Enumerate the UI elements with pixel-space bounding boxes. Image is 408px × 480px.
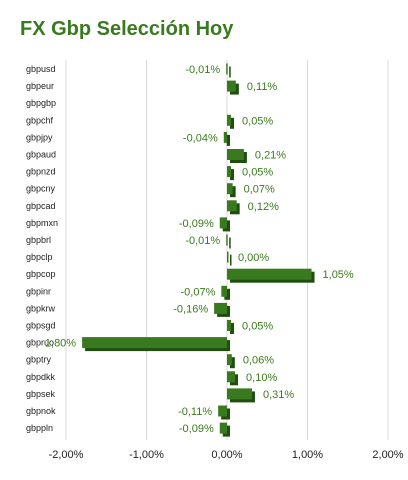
bar-shadow: [229, 237, 231, 249]
bar: [227, 80, 236, 92]
bar: [219, 422, 227, 434]
category-label: gbpusd: [26, 64, 56, 74]
value-label: 0,00%: [238, 252, 269, 264]
bar: [227, 268, 312, 280]
bar-shadow: [230, 169, 235, 181]
category-label: gbpeur: [26, 81, 54, 91]
bar: [227, 251, 229, 263]
value-label: -0,11%: [178, 406, 212, 418]
value-label: -0,09%: [179, 218, 214, 230]
bar: [223, 131, 227, 143]
value-label: -0,09%: [179, 423, 214, 435]
bar: [227, 371, 236, 383]
value-label: 0,11%: [247, 81, 278, 93]
value-label: 0,05%: [242, 167, 273, 179]
category-label: gbppln: [26, 423, 53, 433]
category-label: gbpnok: [26, 406, 56, 416]
x-tick-label: -1,00%: [129, 449, 164, 461]
value-label: -0,01%: [185, 64, 220, 76]
bar-shadow: [230, 357, 235, 369]
bar-shadow: [230, 323, 235, 334]
bar-shadow: [230, 186, 236, 198]
bar: [227, 183, 233, 195]
bar: [227, 200, 237, 212]
category-label: gbpinr: [26, 286, 51, 296]
bar: [219, 217, 227, 229]
bar-shadow: [226, 134, 230, 146]
category-label: gbpjpy: [26, 132, 53, 142]
x-tick-label: 1,00%: [292, 449, 323, 461]
bar: [226, 234, 228, 246]
bar: [218, 405, 227, 417]
value-label: 0,05%: [242, 115, 273, 127]
category-label: gbpruo: [26, 338, 54, 348]
value-label: -0,01%: [185, 235, 220, 247]
category-label: gbpdkk: [26, 372, 56, 382]
category-label: gbpcad: [26, 201, 56, 211]
bar: [227, 354, 232, 366]
value-label: 1,05%: [323, 269, 354, 281]
value-label: -0,07%: [181, 286, 216, 298]
value-label: -0,16%: [173, 303, 208, 315]
value-label: 0,21%: [255, 150, 286, 162]
category-label: gbpaud: [26, 150, 56, 160]
bar: [226, 63, 228, 75]
category-label: gbptry: [26, 355, 52, 365]
value-label: 0,06%: [243, 355, 274, 367]
value-label: 1,80%: [45, 338, 76, 350]
chart-title: FX Gbp Selección Hoy: [20, 18, 234, 40]
bar-shadow: [229, 66, 231, 78]
category-label: gbpcny: [26, 184, 56, 194]
bar: [227, 166, 232, 178]
value-label: 0,31%: [263, 389, 294, 401]
category-label: gbpgbp: [26, 98, 56, 108]
category-label: gbpclp: [26, 252, 53, 262]
x-tick-label: -2,00%: [49, 449, 84, 461]
value-label: 0,10%: [246, 372, 277, 384]
category-label: gbpcop: [26, 269, 56, 279]
bar: [82, 337, 227, 349]
category-label: gbpnzd: [26, 167, 56, 177]
category-label: gbpmxn: [26, 218, 58, 228]
x-tick-label: 0,00%: [211, 449, 242, 461]
bar-shadow: [230, 117, 235, 129]
bar: [214, 302, 227, 314]
bar: [221, 285, 227, 297]
value-label: 0,12%: [248, 201, 279, 213]
bar: [227, 388, 252, 400]
bar: [227, 114, 232, 126]
category-label: gbpsek: [26, 389, 56, 399]
value-label: 0,07%: [244, 184, 275, 196]
value-label: 0,05%: [242, 321, 273, 333]
bar-shadow: [224, 288, 230, 300]
bar: [227, 149, 244, 160]
value-label: -0,04%: [183, 132, 218, 144]
category-label: gbpbrl: [26, 235, 51, 245]
bar: [227, 320, 232, 331]
category-label: gbpkrw: [26, 303, 56, 313]
x-tick-label: 2,00%: [372, 449, 403, 461]
bar-shadow: [230, 254, 232, 266]
category-label: gbpsgd: [26, 321, 56, 331]
category-label: gbpchf: [26, 115, 54, 125]
